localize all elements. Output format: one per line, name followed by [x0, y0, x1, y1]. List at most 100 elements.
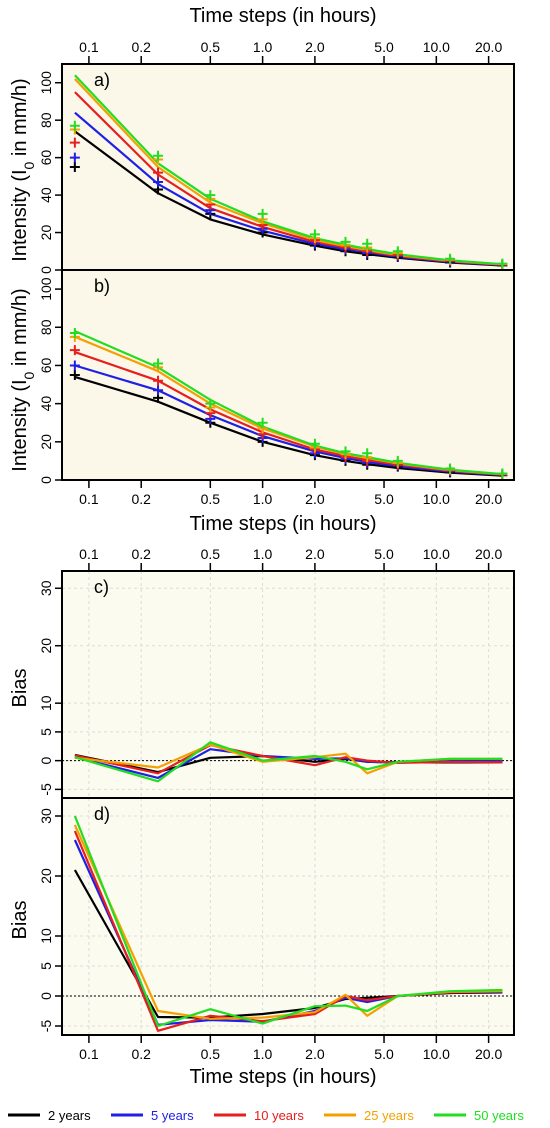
panel-a: 0 20 40 60 80 100 0.1 0.2 0.5 1.0 2.0 5.0 10.0 20.0 a) [38, 39, 515, 274]
x-tick-label-top: 2.0 [305, 39, 325, 55]
x-tick-label-top: 0.5 [201, 546, 221, 562]
y-tick-label: 30 [38, 580, 54, 596]
x-tick-label-top: 0.2 [131, 546, 151, 562]
x-tick-label-top: 2.0 [305, 546, 325, 562]
observed-point-50-years [392, 455, 403, 466]
x-tick-label-bottom: 5.0 [374, 1046, 394, 1062]
observed-point-50-years [309, 438, 320, 449]
x-tick-label-bottom: 10.0 [423, 491, 450, 507]
x-tick-label-top: 5.0 [374, 39, 394, 55]
panel-c: -5 0 5 10 20 30 0.1 0.2 0.5 1.0 2.0 5.0 10.0 20.0 c) [38, 546, 515, 799]
panel-frame [61, 269, 515, 481]
y-tick-label: 20 [38, 868, 54, 884]
observed-point-50-years [257, 417, 268, 428]
x-tick-label-bottom: 0.1 [79, 1046, 99, 1062]
observed-point-10-years [153, 167, 164, 178]
plot-area [62, 270, 514, 480]
panel-d: -5 0 5 10 20 30 0.1 0.2 0.5 1.0 2.0 5.0 10.0 20.0 d) [38, 797, 515, 1062]
series-line-10-years [74, 743, 503, 775]
legend-label: 25 years [364, 1108, 414, 1123]
observed-point-50-years [445, 253, 456, 264]
observed-point-50-years [392, 246, 403, 257]
x-tick-label-bottom: 0.5 [201, 491, 221, 507]
observed-point-5-years [153, 385, 164, 396]
x-tick-label-top: 1.0 [253, 546, 273, 562]
panel-tag: a) [94, 70, 110, 90]
observed-point-50-years [340, 236, 351, 247]
series-line-50-years [74, 330, 503, 476]
observed-point-50-years [205, 190, 216, 201]
panel-b: 0 20 40 60 80 100 0.1 0.2 0.5 1.0 2.0 5.0 10.0 20.0 b) [38, 269, 515, 507]
legend-label: 50 years [474, 1108, 524, 1123]
x-tick-label-bottom: 20.0 [475, 491, 502, 507]
y-tick-label: 100 [38, 277, 54, 301]
series-line-5-years [74, 364, 503, 477]
observed-point-50-years [340, 446, 351, 457]
x-tick-label-bottom: 0.5 [201, 1046, 221, 1062]
y-title-intensity-a: Intensity (I0 in mm/h) [9, 78, 37, 261]
series-line-50-years [74, 741, 503, 783]
bottom-axis-title-lower: Time steps (in hours) [189, 1066, 376, 1088]
observed-point-50-years [153, 150, 164, 161]
x-tick-label-top: 5.0 [374, 546, 394, 562]
observed-point-50-years [362, 238, 373, 249]
observed-point-2-years [69, 162, 80, 172]
panel-tag: c) [94, 577, 109, 597]
observed-point-50-years [205, 398, 216, 409]
x-tick-label-top: 10.0 [423, 39, 450, 55]
x-tick-label-top: 0.2 [131, 39, 151, 55]
x-tick-label-top: 20.0 [475, 39, 502, 55]
bottom-axis-title-upper: Time steps (in hours) [189, 513, 376, 535]
observed-point-50-years [497, 258, 508, 269]
y-tick-label: 80 [38, 319, 54, 335]
observed-point-50-years [69, 328, 80, 338]
y-tick-label: 0 [38, 476, 54, 484]
y-title-bias-d: Bias [9, 901, 31, 940]
y-tick-label: 0 [38, 757, 54, 765]
panel-tag: d) [94, 804, 110, 824]
observed-point-50-years [497, 468, 508, 479]
observed-point-10-years [69, 137, 80, 148]
x-tick-label-top: 0.1 [79, 546, 99, 562]
observed-point-5-years [153, 176, 164, 187]
observed-point-10-years [69, 345, 80, 356]
y-tick-label: 10 [38, 695, 54, 711]
x-tick-label-bottom: 1.0 [253, 1046, 273, 1062]
legend: 2 years 5 years 10 years 25 years 50 years [8, 1108, 524, 1123]
x-tick-label-top: 0.1 [79, 39, 99, 55]
y-tick-label: 40 [38, 396, 54, 412]
y-tick-label: 5 [38, 962, 54, 970]
y-title-bias-c: Bias [9, 669, 31, 708]
y-tick-label: -5 [38, 1020, 54, 1033]
y-tick-label: 20 [38, 225, 54, 241]
observed-point-50-years [309, 229, 320, 240]
x-tick-label-bottom: 5.0 [374, 491, 394, 507]
x-tick-label-bottom: 0.2 [131, 491, 151, 507]
legend-label: 10 years [254, 1108, 304, 1123]
observed-point-50-years [445, 463, 456, 474]
legend-label: 2 years [48, 1108, 91, 1123]
top-axis-title-upper: Time steps (in hours) [189, 5, 376, 27]
y-tick-label: 60 [38, 357, 54, 373]
legend-label: 5 years [151, 1108, 194, 1123]
y-tick-label: 40 [38, 187, 54, 203]
series-line-50-years [74, 74, 503, 266]
x-tick-label-bottom: 0.1 [79, 491, 99, 507]
x-tick-label-top: 0.5 [201, 39, 221, 55]
observed-point-50-years [69, 120, 80, 131]
y-tick-label: 60 [38, 150, 54, 166]
y-tick-label: 80 [38, 112, 54, 128]
x-tick-label-bottom: 1.0 [253, 491, 273, 507]
x-tick-label-bottom: 2.0 [305, 491, 325, 507]
y-tick-label: 30 [38, 808, 54, 824]
observed-point-10-years [153, 375, 164, 386]
plot-area [62, 798, 514, 1035]
y-title-intensity-b: Intensity (I0 in mm/h) [9, 288, 37, 471]
observed-point-50-years [257, 208, 268, 219]
observed-point-50-years [362, 448, 373, 459]
series-line-50-years [73, 815, 503, 1028]
x-tick-label-top: 1.0 [253, 39, 273, 55]
panel-tag: b) [94, 276, 110, 296]
series-line-2-years [74, 375, 503, 477]
